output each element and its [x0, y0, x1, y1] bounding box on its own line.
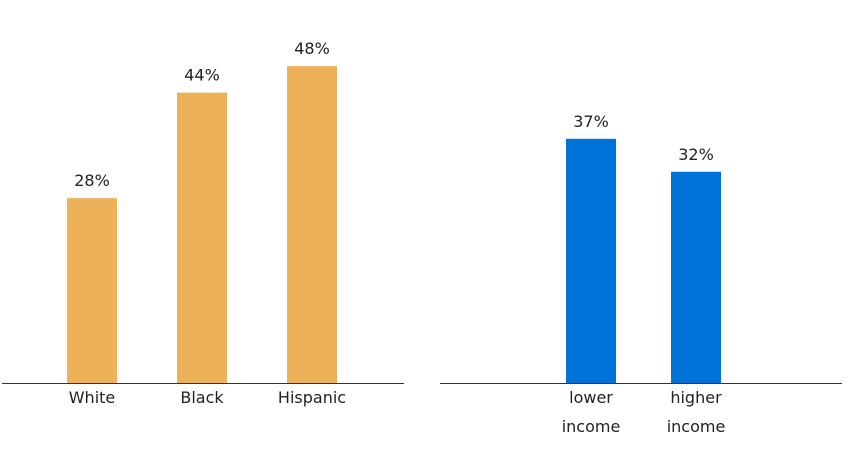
value-label-white: 28%: [74, 171, 110, 190]
category-label-lower-income-line2: income: [562, 417, 621, 436]
value-label-lower-income: 37%: [573, 112, 609, 131]
category-label-hispanic: Hispanic: [278, 388, 346, 407]
category-label-white: White: [69, 388, 116, 407]
value-label-higher-income: 32%: [678, 145, 714, 164]
category-label-black: Black: [180, 388, 224, 407]
category-label-higher-income-line1: higher: [670, 388, 722, 407]
bar-white: [67, 198, 117, 383]
bar-higher-income: [671, 171, 721, 383]
bar-black: [177, 92, 227, 383]
value-label-hispanic: 48%: [294, 39, 330, 58]
value-label-black: 44%: [184, 66, 220, 85]
category-label-higher-income-line2: income: [667, 417, 726, 436]
bar-lower-income: [566, 138, 616, 383]
category-label-lower-income-line1: lower: [569, 388, 613, 407]
bar-hispanic: [287, 66, 337, 383]
